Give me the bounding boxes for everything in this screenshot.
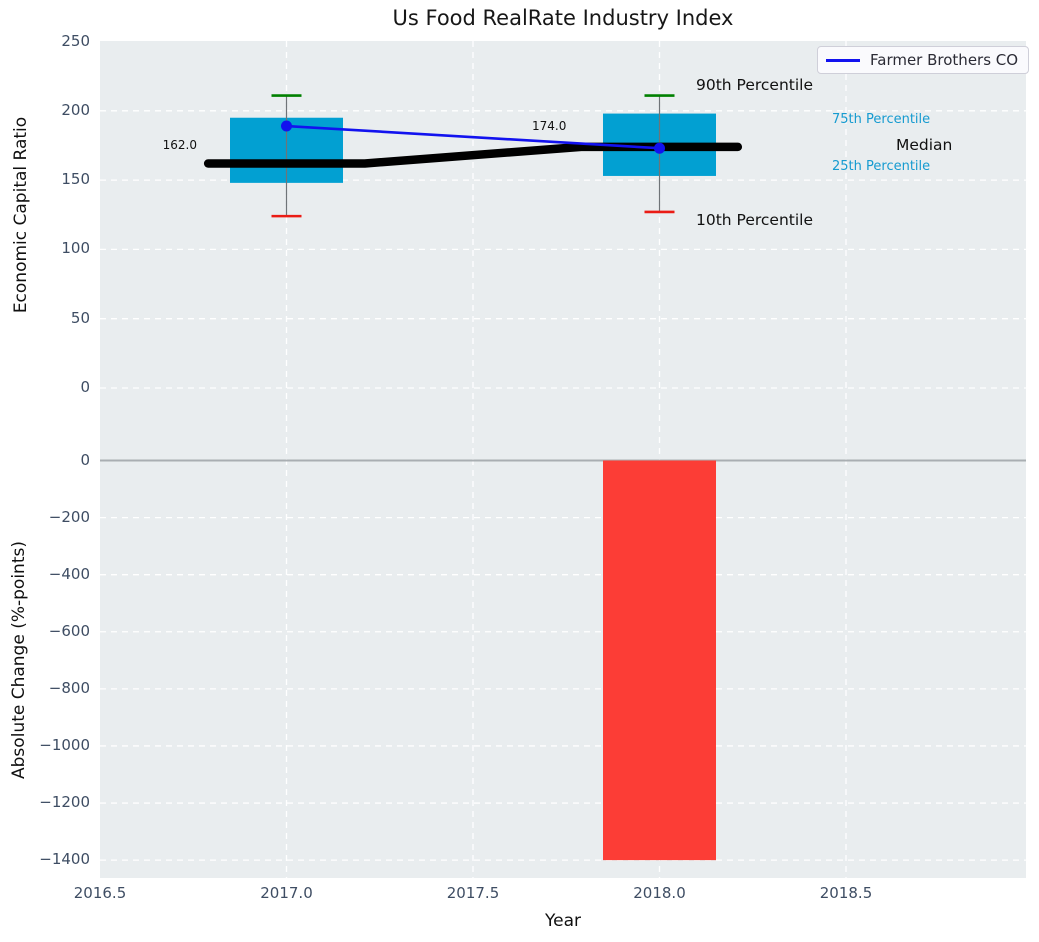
bottom-ytick--400: −400 xyxy=(48,564,90,583)
top-ytick-0: 0 xyxy=(80,378,90,396)
top-ytick-50: 50 xyxy=(70,308,90,327)
median-value-label-2018: 174.0 xyxy=(532,119,567,133)
xtick-2018.5: 2018.5 xyxy=(819,884,873,902)
bottom-ytick-0: 0 xyxy=(80,450,90,469)
guide-label-90th-percentile: 90th Percentile xyxy=(696,76,814,94)
guide-label-10th-percentile: 10th Percentile xyxy=(696,211,814,229)
xtick-2017.0: 2017.0 xyxy=(260,884,313,902)
plot-area xyxy=(100,41,1026,878)
bottom-ytick--800: −800 xyxy=(48,678,90,697)
legend: Farmer Brothers CO xyxy=(817,46,1030,74)
bottom-ytick--1000: −1000 xyxy=(39,735,90,754)
xtick-2017.5: 2017.5 xyxy=(446,884,500,902)
x-axis-label: Year xyxy=(545,911,581,931)
xtick-2018.0: 2018.0 xyxy=(633,884,686,902)
guide-label-median: Median xyxy=(896,136,953,154)
guide-label-25th-percentile: 25th Percentile xyxy=(832,159,931,174)
legend-entry-label: Farmer Brothers CO xyxy=(870,51,1019,69)
negative-change-bar-2018 xyxy=(603,460,716,861)
company-line xyxy=(286,124,660,150)
top-ytick-250: 250 xyxy=(61,31,90,50)
company-marker-2017 xyxy=(281,120,292,132)
top-ytick-200: 200 xyxy=(61,100,90,119)
top-ytick-150: 150 xyxy=(61,170,90,189)
bottom-ytick--1200: −1200 xyxy=(39,793,90,812)
legend-line-swatch-icon xyxy=(826,58,860,62)
top-y-axis-label: Economic Capital Ratio xyxy=(11,116,31,314)
company-marker-2018 xyxy=(654,142,665,154)
chart-title: Us Food RealRate Industry Index xyxy=(392,6,734,30)
guide-label-75th-percentile: 75th Percentile xyxy=(832,112,931,127)
median-value-label-2017: 162.0 xyxy=(162,138,197,152)
bottom-ytick--600: −600 xyxy=(48,621,90,640)
bottom-ytick--200: −200 xyxy=(48,507,90,526)
xtick-2016.5: 2016.5 xyxy=(73,884,127,902)
top-ytick-100: 100 xyxy=(61,239,90,258)
bottom-ytick--1400: −1400 xyxy=(39,850,90,869)
